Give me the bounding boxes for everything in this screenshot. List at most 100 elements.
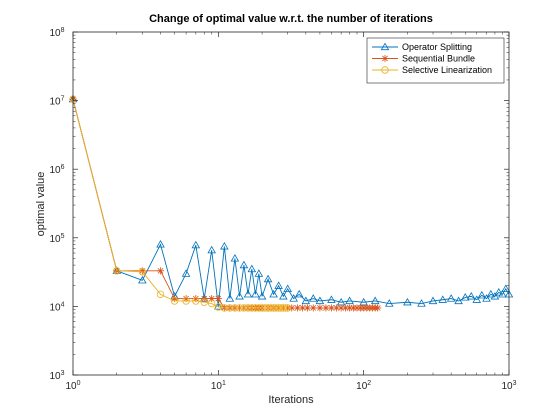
data-point <box>274 281 283 289</box>
data-point <box>225 294 235 302</box>
data-point <box>138 275 147 284</box>
x-tick-label: 102 <box>356 380 371 392</box>
x-tick-exponent: 3 <box>513 380 517 387</box>
series-layer <box>68 94 514 312</box>
x-tick-label: 103 <box>501 380 516 392</box>
data-point <box>308 294 318 302</box>
data-point <box>486 289 496 298</box>
data-point <box>207 299 216 308</box>
data-point <box>192 297 200 305</box>
y-tick-base: 10 <box>49 234 61 245</box>
data-point <box>267 304 275 312</box>
data-point <box>231 304 239 312</box>
data-point <box>403 297 412 306</box>
legend-marker <box>381 66 389 74</box>
data-point <box>264 304 272 312</box>
chart-title: Change of optimal value w.r.t. the numbe… <box>149 13 433 25</box>
data-point <box>316 304 324 312</box>
legend-box <box>366 37 505 84</box>
data-point <box>261 304 269 312</box>
data-point <box>294 289 304 298</box>
data-point <box>279 304 288 312</box>
data-point <box>170 294 179 303</box>
legend-marker <box>380 42 390 51</box>
data-point <box>349 304 358 312</box>
data-point <box>494 287 504 296</box>
axes-box <box>72 31 510 376</box>
series-circle <box>69 95 292 312</box>
data-point <box>258 304 266 312</box>
data-point <box>309 304 317 312</box>
legend-entry: Sequential Bundle <box>372 54 475 64</box>
data-point <box>191 240 201 249</box>
legend-entries: Operator Splitting Sequential BundleSelec… <box>372 42 492 75</box>
data-point <box>200 298 208 306</box>
data-point <box>138 267 146 275</box>
series-line <box>72 99 510 307</box>
data-point <box>279 291 288 300</box>
data-point <box>454 296 463 305</box>
x-tick-label: 100 <box>65 380 80 392</box>
data-point <box>235 291 244 300</box>
data-point <box>490 291 500 300</box>
y-tick-base: 10 <box>49 371 61 382</box>
y-axis-label: optimal value <box>35 172 47 237</box>
data-point <box>170 297 179 305</box>
data-point <box>341 304 350 312</box>
data-point <box>301 296 311 305</box>
data-point <box>214 303 223 311</box>
data-point <box>269 304 278 312</box>
data-point <box>156 267 165 275</box>
data-point <box>230 254 240 262</box>
x-tick-base: 10 <box>65 381 77 392</box>
data-point <box>283 284 292 292</box>
data-point <box>113 267 121 275</box>
data-point <box>332 304 341 312</box>
legend-label: Selective Linearization <box>402 65 492 75</box>
data-point <box>288 304 296 312</box>
x-tick-exponent: 2 <box>367 380 371 387</box>
data-point <box>428 296 438 305</box>
y-tick-exponent: 8 <box>61 27 65 34</box>
data-point <box>446 294 456 302</box>
y-tick-label: 108 <box>49 27 64 39</box>
y-tick-label: 107 <box>49 96 64 108</box>
data-point <box>438 295 448 303</box>
data-point <box>156 240 165 248</box>
data-point <box>498 289 507 298</box>
y-tick-exponent: 3 <box>61 370 65 377</box>
data-point <box>243 289 253 298</box>
x-tick-base: 10 <box>356 381 368 392</box>
data-point <box>208 294 216 303</box>
data-point <box>417 299 426 307</box>
data-point <box>337 304 345 312</box>
x-axis-label: Iterations <box>268 394 314 406</box>
y-tick-label: 103 <box>49 370 64 382</box>
data-point <box>214 294 222 303</box>
data-point <box>345 304 354 312</box>
x-tick-base: 10 <box>501 381 513 392</box>
x-tick-label: 101 <box>211 380 226 392</box>
data-point <box>220 241 229 250</box>
data-point <box>254 269 264 277</box>
data-point <box>345 296 354 305</box>
y-tick-exponent: 6 <box>61 164 65 171</box>
data-point <box>251 289 260 298</box>
data-point <box>235 304 244 312</box>
y-tick-base: 10 <box>49 97 61 108</box>
x-tick-base: 10 <box>211 381 223 392</box>
plot-area <box>73 32 509 375</box>
data-point <box>182 294 190 303</box>
data-point <box>181 269 191 277</box>
data-point <box>460 293 470 301</box>
y-tick-base: 10 <box>49 302 61 313</box>
legend-entry: Selective Linearization <box>372 65 492 75</box>
data-point <box>192 294 200 303</box>
data-point <box>182 297 190 305</box>
legend-label: Sequential Bundle <box>402 54 475 64</box>
data-point <box>269 289 278 298</box>
data-point <box>293 304 302 312</box>
data-point <box>284 304 292 312</box>
